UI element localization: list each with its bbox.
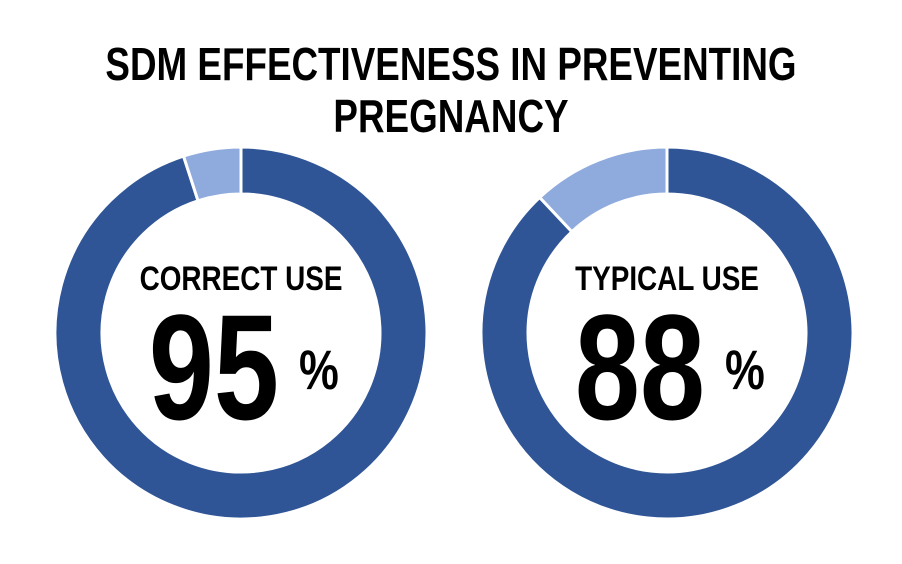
chart-title: SDM EFFECTIVENESS IN PREVENTING PREGNANC… [90,38,812,142]
donut-value: 95 [149,283,279,451]
chart-title-line-2: PREGNANCY [333,90,569,142]
donut-value-group: 88% [575,283,765,451]
donut-slice-remaining [181,145,243,203]
donut-value: 88 [575,283,705,451]
donut-value-group: 95% [149,283,339,451]
donut-category-label: TYPICAL USE [575,259,759,297]
donut-slice-effective [53,145,429,521]
chart-title-line-1: SDM EFFECTIVENESS IN PREVENTING [105,38,797,90]
donut-percent-sign: % [299,338,339,401]
donut-slice-effective [479,145,855,521]
donut-slice-remaining [537,145,669,234]
donut-percent-sign: % [725,338,765,401]
donut-category-label: CORRECT USE [140,259,343,297]
